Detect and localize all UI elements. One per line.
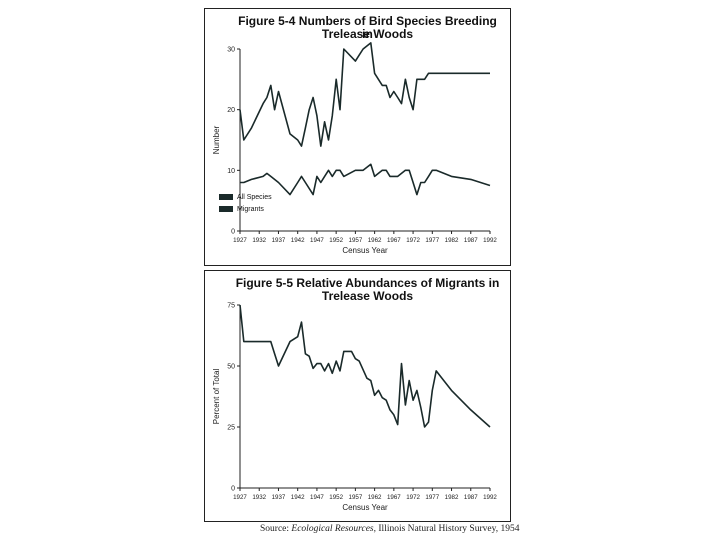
legend-item-all-species: All Species: [219, 191, 272, 203]
figure-5-5-chart: 0 25 50 75 1927 1932 1937 1942 1947 1952 1957 1962 1…: [212, 303, 497, 513]
x-tick-label: 1987: [464, 237, 478, 244]
chart-title-line2: Trelease Woods: [321, 289, 414, 303]
y-axis-label: Number: [212, 125, 221, 154]
x-tick-label: 1927: [233, 494, 247, 501]
legend-swatch: [219, 206, 233, 212]
x-tick-label: 1977: [425, 237, 439, 244]
figure-5-5-panel: Figure 5-5 Relative Abundances of Migran…: [204, 270, 511, 522]
legend-label: All Species: [237, 193, 272, 201]
source-rest: Illinois Natural History Survey, 1954: [376, 524, 520, 534]
x-tick-label: 1952: [329, 494, 343, 501]
y-tick-label: 0: [231, 229, 235, 236]
x-tick-label: 1992: [483, 494, 497, 501]
chart-title-line1: Figure 5-5 Relative Abundances of Migran…: [235, 276, 500, 290]
y-tick-label: 0: [231, 486, 235, 493]
x-tick-label: 1927: [233, 237, 247, 244]
x-tick-label: 1942: [291, 237, 305, 244]
x-tick-label: 1937: [272, 494, 286, 501]
x-tick-label: 1932: [252, 494, 266, 501]
x-tick-label: 1967: [387, 494, 401, 501]
y-tick-label: 25: [227, 425, 235, 432]
figure-5-4-chart: 0 10 20 30 1927 1932 1937 1942 1947 1952 1957 1962 1…: [212, 42, 497, 255]
x-tick-label: 1957: [349, 494, 363, 501]
x-tick-label: 1987: [464, 494, 478, 501]
x-tick-label: 1972: [406, 494, 420, 501]
x-tick-label: 1937: [272, 237, 286, 244]
y-tick-label: 75: [227, 303, 235, 310]
x-tick-label: 1947: [310, 237, 324, 244]
x-axis-label: Census Year: [342, 246, 388, 255]
x-tick-label: 1957: [349, 237, 363, 244]
x-tick-label: 1952: [329, 237, 343, 244]
x-tick-label: 1992: [483, 237, 497, 244]
y-tick-label: 30: [227, 47, 235, 54]
y-tick-label: 10: [227, 168, 235, 175]
series-line-percent-migrants: [239, 304, 491, 428]
x-tick-label: 1942: [291, 494, 305, 501]
y-tick-label: 20: [227, 107, 235, 114]
x-tick-label: 1962: [368, 494, 382, 501]
series-line-all-species: [239, 42, 490, 147]
x-tick-label: 1977: [425, 494, 439, 501]
x-tick-label: 1932: [252, 237, 266, 244]
legend-label: Migrants: [237, 205, 264, 213]
legend-swatch: [219, 194, 233, 200]
series-line-migrants: [240, 163, 491, 196]
chart-title-line2: Trelease Woods: [321, 27, 414, 41]
x-tick-label: 1982: [445, 494, 459, 501]
y-axis-label: Percent of Total: [212, 369, 221, 425]
source-citation: Source: Ecological Resources, Illinois N…: [260, 524, 519, 534]
figure-5-4-panel: Figure 5-4 Numbers of Bird Species Breed…: [204, 8, 511, 266]
chart-title-line1: Figure 5-4 Numbers of Bird Species Breed…: [238, 14, 497, 41]
x-tick-label: 1967: [387, 237, 401, 244]
source-prefix: Source:: [260, 524, 292, 534]
x-tick-label: 1962: [368, 237, 382, 244]
legend: All Species Migrants: [219, 191, 272, 215]
x-tick-label: 1972: [406, 237, 420, 244]
x-tick-label: 1982: [445, 237, 459, 244]
y-tick-label: 50: [227, 364, 235, 371]
source-title: Ecological Resources,: [291, 524, 377, 534]
x-axis-label: Census Year: [342, 503, 388, 512]
x-tick-label: 1947: [310, 494, 324, 501]
legend-item-migrants: Migrants: [219, 203, 272, 215]
